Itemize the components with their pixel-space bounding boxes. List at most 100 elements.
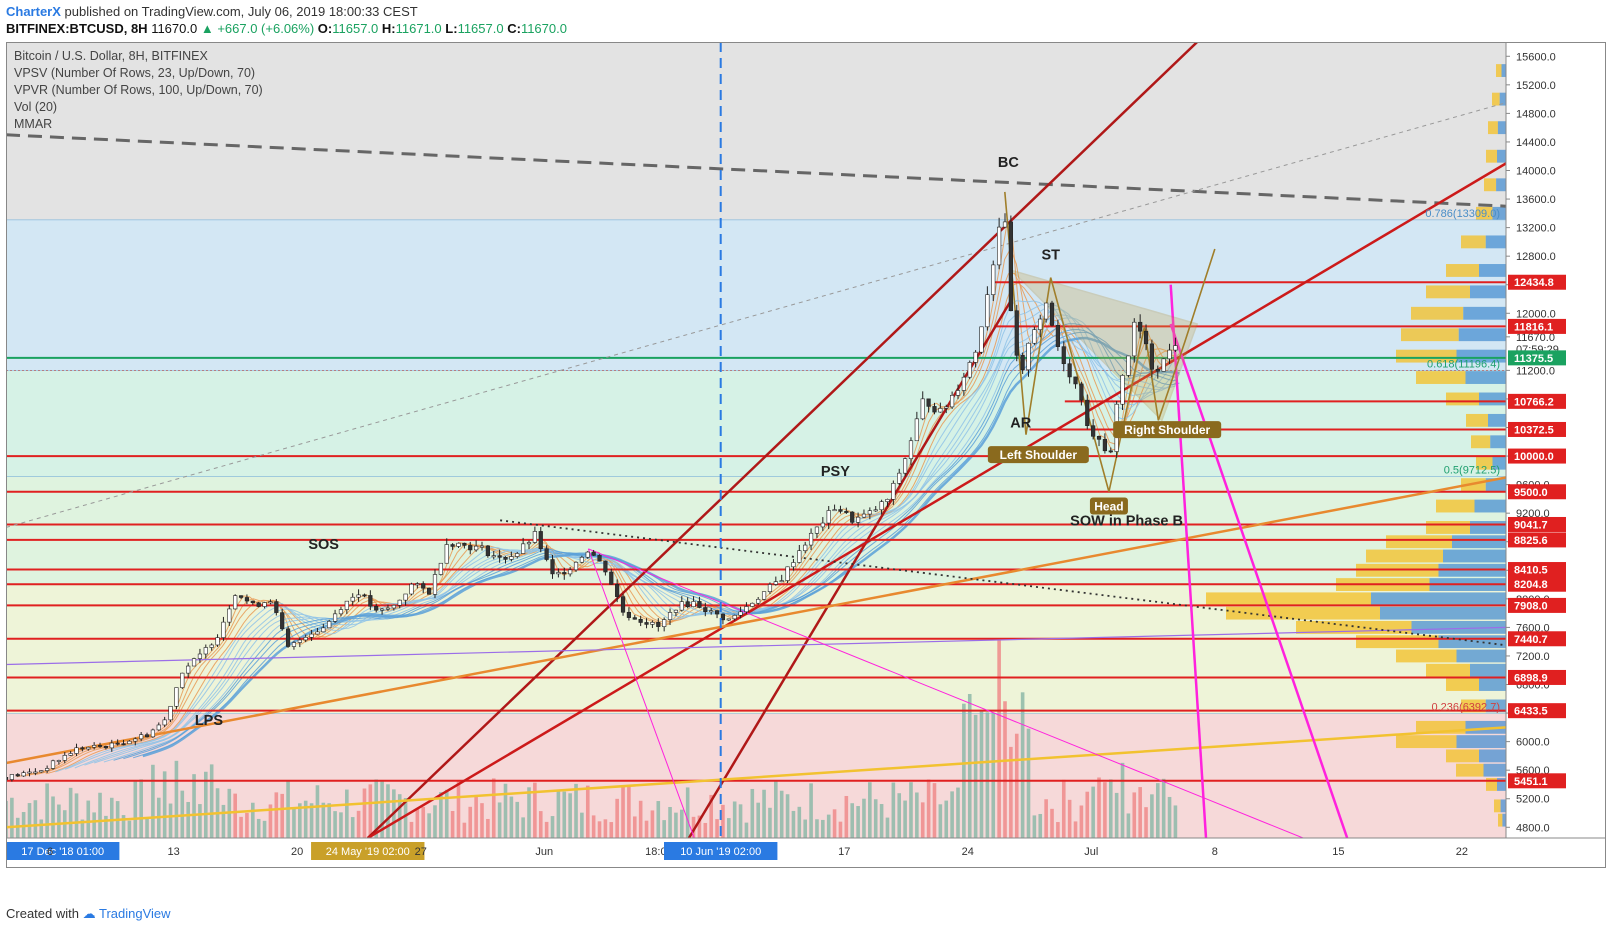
volume-bar bbox=[245, 812, 249, 838]
volume-bar bbox=[597, 821, 602, 838]
candle-body bbox=[409, 583, 414, 595]
volume-bar bbox=[403, 798, 408, 838]
volume-bar bbox=[256, 818, 261, 838]
level-price-label: 6433.5 bbox=[1514, 706, 1548, 718]
volume-profile-bar bbox=[1498, 813, 1503, 827]
candle-body bbox=[227, 608, 232, 623]
level-price-label: 11375.5 bbox=[1514, 353, 1553, 365]
candle-body bbox=[738, 611, 743, 616]
volume-bar bbox=[815, 819, 819, 838]
author-name[interactable]: CharterX bbox=[6, 4, 61, 19]
volume-bar bbox=[1097, 777, 1101, 838]
candle-body bbox=[991, 264, 996, 295]
volume-bar bbox=[932, 783, 937, 838]
volume-bar bbox=[668, 806, 672, 838]
candle-body bbox=[56, 760, 61, 762]
volume-bar bbox=[856, 806, 860, 838]
volume-bar bbox=[967, 693, 972, 838]
volume-bar bbox=[756, 802, 760, 838]
volume-bar bbox=[556, 791, 561, 838]
volume-bar bbox=[1120, 762, 1125, 838]
volume-bar bbox=[409, 821, 414, 838]
candle-body bbox=[585, 551, 590, 558]
candle-body bbox=[673, 609, 679, 613]
level-price-tag bbox=[1508, 393, 1566, 409]
moving-average-line bbox=[113, 323, 1180, 761]
badge-bg bbox=[1113, 421, 1222, 439]
time-axis[interactable]: 17 Dec '18 01:006 13 20 24 May '19 02:00 27 J… bbox=[6, 837, 1606, 868]
candle-body bbox=[350, 596, 355, 602]
level-price-label: 10000.0 bbox=[1514, 451, 1554, 463]
tradingview-link[interactable]: TradingView bbox=[99, 906, 171, 921]
candle-body bbox=[944, 406, 949, 409]
candle-body bbox=[1020, 355, 1025, 371]
volume-bar bbox=[491, 778, 496, 838]
volume-profile-bar bbox=[1496, 178, 1506, 192]
time-tick-label: 17 bbox=[838, 846, 850, 858]
candle-body bbox=[203, 647, 208, 655]
volume-bar bbox=[591, 815, 596, 838]
volume-profile-bar bbox=[1502, 813, 1506, 827]
volume-bar bbox=[121, 815, 126, 838]
level-price-label: 10766.2 bbox=[1514, 396, 1554, 408]
annotation-label: SOS bbox=[308, 537, 339, 553]
volume-bar bbox=[956, 787, 960, 838]
candle-body bbox=[714, 610, 720, 615]
price-tick-label: 11670.0 bbox=[1516, 332, 1555, 344]
volume-bar bbox=[1126, 813, 1131, 838]
candle-body bbox=[174, 687, 179, 707]
volume-bar bbox=[697, 815, 702, 838]
volume-bar bbox=[1091, 786, 1095, 838]
candle-body bbox=[233, 595, 238, 610]
volume-bar bbox=[292, 808, 296, 838]
volume-bar bbox=[27, 803, 32, 838]
candle-body bbox=[115, 742, 120, 745]
fib-level-label: 0.5(9712.5) bbox=[1444, 465, 1500, 477]
volume-bar bbox=[885, 817, 890, 838]
candle-body bbox=[685, 601, 690, 608]
candle-body bbox=[450, 544, 455, 547]
volume-bar bbox=[779, 790, 784, 838]
candle-body bbox=[497, 555, 502, 558]
volume-bar bbox=[45, 783, 49, 838]
price-tick-label: 4800.0 bbox=[1516, 822, 1550, 834]
volume-bar bbox=[433, 805, 437, 838]
volume-bar bbox=[356, 810, 361, 838]
level-price-tag bbox=[1508, 350, 1566, 366]
time-tick-label: 24 bbox=[962, 846, 974, 858]
volume-bar bbox=[609, 822, 614, 838]
price-chart[interactable]: SOS LPS PSY BC ST AR SOW in Phase B Left Shoul… bbox=[6, 42, 1606, 868]
price-tick-label: 5200.0 bbox=[1516, 794, 1550, 806]
volume-bar bbox=[585, 785, 590, 838]
candle-body bbox=[1038, 318, 1043, 330]
annotation-label: BC bbox=[998, 155, 1019, 171]
candle-body bbox=[756, 598, 761, 604]
volume-bar bbox=[709, 794, 713, 838]
price-axis[interactable]: 4800.05200.05600.06000.06400.06800.07200… bbox=[1505, 42, 1606, 838]
price-change: ▲ +667.0 (+6.06%) bbox=[200, 21, 315, 36]
volume-bar bbox=[450, 810, 455, 838]
candle-body bbox=[397, 599, 402, 606]
volume-bar bbox=[909, 782, 913, 838]
volume-bar bbox=[1003, 701, 1007, 838]
volume-bar bbox=[562, 791, 567, 838]
moving-average-line bbox=[55, 300, 1180, 773]
candle-body bbox=[50, 760, 56, 769]
level-price-tag bbox=[1508, 484, 1566, 500]
candle-body bbox=[902, 458, 908, 474]
volume-bar bbox=[938, 804, 943, 838]
volume-bar bbox=[679, 809, 684, 838]
volume-profile-bar bbox=[1476, 456, 1493, 470]
volume-bar bbox=[538, 811, 543, 838]
level-price-tag bbox=[1508, 421, 1566, 437]
level-price-label: 6898.9 bbox=[1514, 672, 1548, 684]
candle-body bbox=[726, 618, 731, 621]
tradingview-logo-icon: ☁ bbox=[82, 906, 96, 921]
candle-body bbox=[180, 672, 185, 688]
volume-bar bbox=[703, 822, 708, 838]
candle-body bbox=[403, 593, 408, 601]
candle-body bbox=[544, 548, 549, 560]
volume-bar bbox=[568, 793, 572, 838]
candle-body bbox=[950, 395, 955, 408]
candle-body bbox=[562, 572, 567, 575]
